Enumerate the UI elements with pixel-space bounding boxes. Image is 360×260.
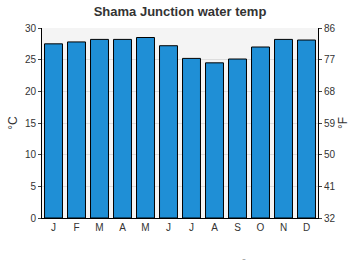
svg-text:0: 0 (30, 213, 36, 224)
svg-text:S: S (234, 222, 241, 233)
svg-text:68: 68 (324, 86, 336, 97)
svg-text:F: F (73, 222, 79, 233)
svg-text:50: 50 (324, 149, 336, 160)
svg-text:32: 32 (324, 213, 336, 224)
svg-text:59: 59 (324, 118, 336, 129)
svg-text:N: N (280, 222, 287, 233)
svg-text:25: 25 (25, 54, 37, 65)
svg-text:M: M (95, 222, 103, 233)
svg-text:© www.seatemperature.org: © www.seatemperature.org (241, 258, 338, 260)
svg-text:86: 86 (324, 23, 336, 34)
svg-text:41: 41 (324, 181, 336, 192)
svg-text:°F: °F (336, 117, 350, 129)
svg-text:30: 30 (25, 23, 37, 34)
svg-text:J: J (166, 222, 171, 233)
svg-text:A: A (211, 222, 218, 233)
svg-text:15: 15 (25, 118, 37, 129)
svg-text:20: 20 (25, 86, 37, 97)
svg-text:A: A (119, 222, 126, 233)
svg-text:10: 10 (25, 149, 37, 160)
svg-text:M: M (141, 222, 149, 233)
svg-text:J: J (189, 222, 194, 233)
svg-text:J: J (51, 222, 56, 233)
svg-text:O: O (257, 222, 265, 233)
svg-text:77: 77 (324, 54, 336, 65)
svg-text:5: 5 (30, 181, 36, 192)
svg-text:°C: °C (6, 116, 20, 130)
svg-text:D: D (303, 222, 310, 233)
svg-text:Shama Junction water temp: Shama Junction water temp (94, 4, 267, 19)
